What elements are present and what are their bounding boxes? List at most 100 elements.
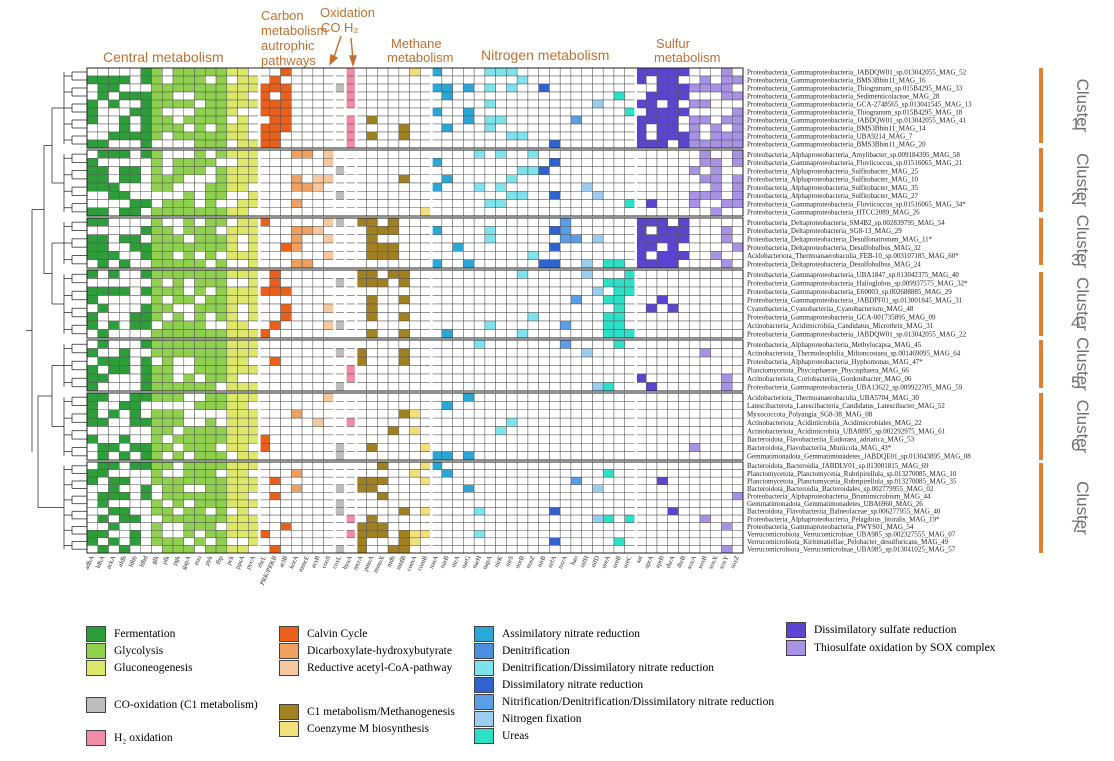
heatmap-cell <box>355 365 367 375</box>
heatmap-cell <box>162 107 174 117</box>
heatmap-cell <box>248 166 260 175</box>
heatmap-cell <box>387 259 400 269</box>
heatmap-cell <box>97 269 109 279</box>
heatmap-cell <box>516 451 529 461</box>
heatmap-cell <box>377 131 389 141</box>
heatmap-cell <box>538 91 550 101</box>
column-label: soxY <box>718 555 730 571</box>
heatmap-cell <box>602 373 615 383</box>
heatmap-cell <box>205 537 217 546</box>
heatmap-cell <box>140 451 152 461</box>
heatmap-cell <box>495 303 507 313</box>
heatmap-cell <box>710 123 722 133</box>
heatmap-cell <box>162 166 174 175</box>
heatmap-cell <box>452 530 464 539</box>
heatmap-cell <box>613 312 625 322</box>
heatmap-cell <box>215 67 228 77</box>
heatmap-cell <box>97 217 109 227</box>
heatmap-cell <box>473 99 486 109</box>
heatmap-cell <box>172 484 185 493</box>
heatmap-cell <box>624 242 636 252</box>
heatmap-cell <box>129 234 142 244</box>
heatmap-cell <box>678 530 690 539</box>
heatmap-cell <box>151 312 163 322</box>
heatmap-cell <box>269 530 281 539</box>
heatmap-cell <box>312 251 324 260</box>
heatmap-cell <box>269 269 281 279</box>
heatmap-cell <box>441 522 453 531</box>
heatmap-cell <box>484 67 496 77</box>
heatmap-cell <box>162 530 174 539</box>
heatmap-cell <box>721 191 733 200</box>
heatmap-cell <box>592 545 604 554</box>
row-labels: Proteobacteria_Gammaproteobacteria_JABDQ… <box>747 69 972 554</box>
heatmap-cell <box>452 158 464 167</box>
heatmap-cell <box>194 434 206 444</box>
heatmap-cell <box>366 278 378 288</box>
heatmap-cell <box>398 499 410 508</box>
heatmap-cell <box>463 107 475 117</box>
heatmap-cell <box>473 401 486 411</box>
heatmap-cell <box>334 226 346 235</box>
heatmap-cell <box>495 434 507 444</box>
heatmap-cell <box>301 476 314 486</box>
legend-item: Gluconeogenesis <box>86 660 193 676</box>
heatmap-cell <box>86 158 98 167</box>
heatmap-cell <box>119 269 131 279</box>
heatmap-cell <box>678 348 690 358</box>
heatmap-cell <box>699 476 711 486</box>
heatmap-cell <box>108 242 120 252</box>
heatmap-cell <box>420 373 432 383</box>
heatmap-cell <box>366 434 378 444</box>
heatmap-cell <box>377 234 389 244</box>
heatmap-cell <box>312 278 324 288</box>
heatmap-cell <box>248 182 260 192</box>
heatmap-cell <box>323 115 335 125</box>
heatmap-cell <box>108 234 120 244</box>
heatmap-cell <box>538 492 550 501</box>
heatmap-cell <box>463 226 475 235</box>
heatmap-cell <box>194 166 206 175</box>
heatmap-cell <box>129 522 142 531</box>
heatmap-cell <box>495 286 507 296</box>
heatmap-cell <box>140 131 152 141</box>
cluster-label: Cluster <box>1073 400 1092 454</box>
heatmap-cell <box>301 123 314 133</box>
heatmap-cell <box>549 199 561 208</box>
heatmap-cell <box>538 365 550 375</box>
heatmap-cell <box>129 303 142 313</box>
heatmap-cell <box>183 348 195 358</box>
column-label: fbp <box>215 555 225 566</box>
heatmap-cell <box>581 514 593 523</box>
heatmap-cell <box>258 492 271 501</box>
heatmap-cell <box>516 131 529 141</box>
heatmap-cell <box>301 99 314 109</box>
heatmap-cell <box>312 373 324 383</box>
heatmap-cell <box>119 91 131 101</box>
heatmap-cell <box>140 234 152 244</box>
column-label: pck <box>225 554 236 566</box>
heatmap-cell <box>119 530 131 539</box>
heatmap-cell <box>645 329 658 339</box>
heatmap-cell <box>613 83 625 93</box>
heatmap-cell <box>377 443 389 452</box>
heatmap-cell <box>172 401 185 411</box>
heatmap-cell <box>613 426 625 436</box>
heatmap-cell <box>570 476 582 486</box>
heatmap-cell <box>108 131 120 141</box>
heatmap-cell <box>645 199 658 208</box>
heatmap-cell <box>420 409 432 419</box>
heatmap-cell <box>549 443 561 452</box>
heatmap-cell <box>108 207 120 217</box>
heatmap-cell <box>409 115 421 125</box>
heatmap-cell <box>506 434 518 444</box>
heatmap-cell <box>387 451 400 461</box>
heatmap-cell <box>613 461 625 470</box>
heatmap-cell <box>538 251 550 260</box>
heatmap-cell <box>355 537 367 546</box>
heatmap-cell <box>205 499 217 508</box>
heatmap-cell <box>129 251 142 260</box>
heatmap-cell <box>215 392 228 402</box>
heatmap-cell <box>129 545 142 554</box>
heatmap-cell <box>495 426 507 436</box>
